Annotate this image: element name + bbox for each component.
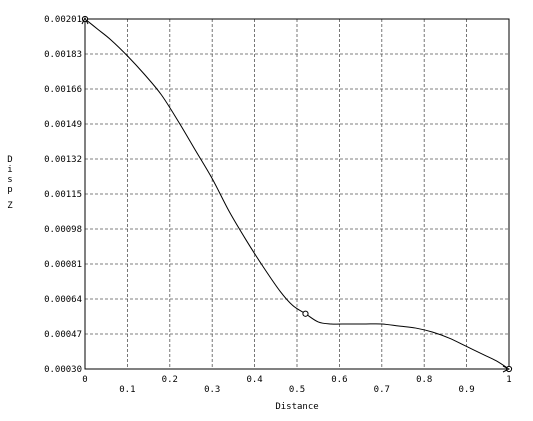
x-tick-label: 0.7 <box>374 385 390 395</box>
y-axis-arrow <box>81 16 89 25</box>
x-axis-label: Distance <box>275 402 318 412</box>
x-axis-arrow <box>502 365 511 373</box>
x-tick-label: 0.1 <box>119 385 135 395</box>
x-tick-label: 0.5 <box>289 385 305 395</box>
y-tick-labels: 0.00201 0.00183 0.00166 0.00149 0.00132 0.001… <box>44 15 82 375</box>
y-tick-label: 0.00132 <box>44 155 82 165</box>
x-tick-label: 0.3 <box>204 385 220 395</box>
y-tick-label: 0.00098 <box>44 225 82 235</box>
markers <box>81 15 513 373</box>
y-tick-label: 0.00081 <box>44 260 82 270</box>
x-tick-label: 0.8 <box>416 375 432 385</box>
series-line <box>84 18 510 370</box>
y-tick-label: 0.00149 <box>44 120 82 130</box>
axis-arrows <box>81 16 511 373</box>
y-tick-label: 0.00030 <box>44 365 82 375</box>
y-axis-label-word: Z <box>7 201 13 211</box>
x-tick-labels: 0 0.1 0.2 0.3 0.4 0.5 0.6 0.7 0.8 0.9 1 <box>82 375 511 395</box>
x-tick-label: 0.2 <box>162 375 178 385</box>
y-tick-label: 0.00047 <box>44 330 82 340</box>
plot-frame <box>84 18 510 370</box>
y-tick-label: 0.00115 <box>44 190 82 200</box>
y-tick-label: 0.00064 <box>44 295 82 305</box>
y-tick-label: 0.00183 <box>44 50 82 60</box>
y-tick-label: 0.00166 <box>44 85 82 95</box>
x-tick-label: 0.4 <box>246 375 262 385</box>
x-tick-label: 0 <box>82 375 87 385</box>
x-tick-label: 0.9 <box>458 385 474 395</box>
grid <box>85 19 509 369</box>
data-point-marker <box>302 310 309 317</box>
x-tick-label: 0.6 <box>331 375 347 385</box>
y-tick-label: 0.00201 <box>44 15 82 25</box>
x-tick-label: 1 <box>506 375 511 385</box>
